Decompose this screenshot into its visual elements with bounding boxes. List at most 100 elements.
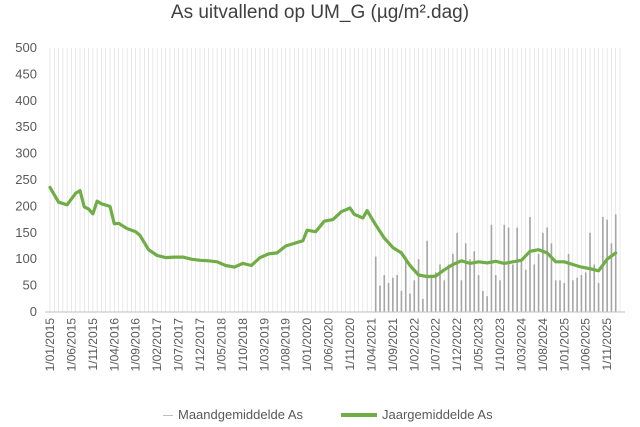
y-tick-label: 200 [15, 198, 37, 213]
bar-2022-06 [430, 275, 433, 312]
bar-2021-12 [404, 256, 407, 312]
bar-2022-11 [452, 253, 454, 312]
bar-2025-06 [584, 272, 587, 312]
y-tick-label: 350 [15, 119, 37, 134]
bar-2025-03 [572, 280, 574, 312]
chart-title: As uitvallend op UM_G (µg/m².dag) [170, 2, 470, 23]
x-tick-label: 1/02/2022 [407, 318, 421, 372]
bar-2023-03 [469, 259, 471, 312]
bar-2022-09 [443, 280, 446, 312]
bar-2021-06 [379, 285, 381, 312]
x-tick-label: 1/11/2025 [600, 318, 614, 371]
bar-2023-05 [477, 275, 480, 312]
bar-2025-09 [597, 282, 600, 312]
bar-2023-07 [486, 296, 488, 312]
bar-2024-10 [550, 243, 553, 312]
bar-2022-07 [434, 272, 437, 312]
y-tick-label: 500 [15, 40, 37, 55]
bar-2023-08 [490, 224, 493, 312]
bar-2024-03 [520, 259, 523, 312]
bar-2025-01 [563, 282, 566, 312]
bar-2022-03 [417, 259, 420, 312]
bar-2023-11 [503, 224, 506, 312]
x-axis-tick-labels: 1/01/2015 1/06/2015 1/11/2015 1/04/2016 1/09… [43, 318, 614, 372]
legend-label-line: Jaargemiddelde As [382, 407, 493, 422]
x-tick-label: 1/01/2020 [300, 318, 314, 372]
x-tick-label: 1/07/2022 [429, 318, 443, 372]
bar-2023-09 [494, 275, 497, 312]
y-tick-label: 300 [15, 146, 37, 161]
x-tick-label: 1/06/2025 [579, 318, 593, 372]
x-tick-label: 1/08/2019 [279, 318, 293, 372]
x-tick-label: 1/03/2019 [257, 318, 271, 372]
legend-swatch-bars [163, 415, 173, 416]
bar-2022-04 [422, 298, 424, 312]
bar-2025-08 [593, 264, 596, 312]
legend-swatch-line [341, 413, 377, 417]
x-tick-label: 1/05/2018 [214, 318, 228, 372]
bar-2023-10 [499, 280, 501, 312]
bar-2024-09 [546, 227, 548, 312]
x-tick-label: 1/03/2024 [514, 318, 528, 372]
x-tick-label: 1/09/2016 [129, 318, 143, 372]
y-tick-label: 250 [15, 172, 37, 187]
x-tick-label: 1/06/2020 [322, 318, 336, 372]
bar-2025-02 [567, 253, 570, 312]
x-tick-label: 1/01/2025 [557, 318, 571, 372]
bar-2025-04 [576, 277, 578, 312]
bar-2023-12 [507, 227, 510, 312]
legend: Maandgemiddelde As Jaargemiddelde As [0, 405, 640, 425]
bar-2024-01 [512, 264, 514, 312]
bar-2021-10 [396, 275, 398, 312]
x-tick-label: 1/12/2017 [193, 318, 207, 372]
line-series [48, 185, 618, 279]
y-tick-label: 450 [15, 66, 37, 81]
bar-2021-08 [387, 282, 390, 312]
x-tick-label: 1/05/2023 [472, 318, 486, 372]
legend-label-bars: Maandgemiddelde As [178, 407, 304, 422]
bar-2023-04 [473, 251, 476, 312]
x-tick-label: 1/01/2015 [43, 318, 57, 372]
y-tick-label: 0 [30, 304, 37, 319]
bar-2024-06 [533, 264, 536, 312]
bar-2021-07 [383, 275, 386, 312]
bar-2022-02 [413, 280, 416, 312]
bar-2025-07 [589, 232, 591, 312]
y-tick-label: 400 [15, 93, 37, 108]
x-tick-label: 1/07/2017 [172, 318, 186, 372]
bar-2025-05 [580, 275, 583, 312]
x-tick-label: 1/04/2016 [107, 318, 121, 372]
bar-2023-01 [460, 280, 463, 312]
bar-2022-01 [409, 293, 411, 312]
bar-2025-12 [610, 243, 613, 312]
bar-2024-12 [559, 280, 561, 312]
bar-2022-08 [439, 264, 441, 312]
y-tick-label: 100 [15, 251, 37, 266]
x-tick-label: 1/06/2015 [64, 318, 78, 372]
bar-2021-05 [374, 256, 377, 312]
bar-2021-11 [400, 290, 403, 312]
x-tick-label: 1/10/2018 [236, 318, 250, 372]
bar-2023-02 [464, 243, 467, 312]
bar-2025-11 [606, 219, 608, 312]
bar-2022-12 [456, 232, 458, 312]
x-tick-label: 1/08/2024 [536, 318, 550, 372]
x-tick-label: 1/12/2022 [450, 318, 464, 372]
bar-2026-01 [614, 214, 617, 312]
bar-2023-06 [482, 290, 484, 312]
bar-2024-05 [529, 216, 531, 312]
bar-2024-08 [542, 232, 544, 312]
x-tick-label: 1/09/2021 [386, 318, 400, 372]
x-tick-label: 1/11/2020 [343, 318, 357, 371]
bar-2024-07 [537, 253, 540, 312]
bar-2024-04 [524, 269, 527, 312]
x-tick-label: 1/02/2017 [150, 318, 164, 372]
bar-series [374, 214, 617, 312]
y-tick-label: 150 [15, 225, 37, 240]
plot-area: 0 50 100 150 200 250 300 350 400 450 500 1/01/2015… [15, 40, 625, 372]
y-tick-label: 50 [23, 278, 37, 293]
bar-2022-10 [447, 264, 450, 312]
bar-2021-09 [392, 277, 394, 312]
y-axis-tick-labels: 0 50 100 150 200 250 300 350 400 450 500 [15, 40, 37, 319]
x-tick-label: 1/10/2023 [493, 318, 507, 372]
